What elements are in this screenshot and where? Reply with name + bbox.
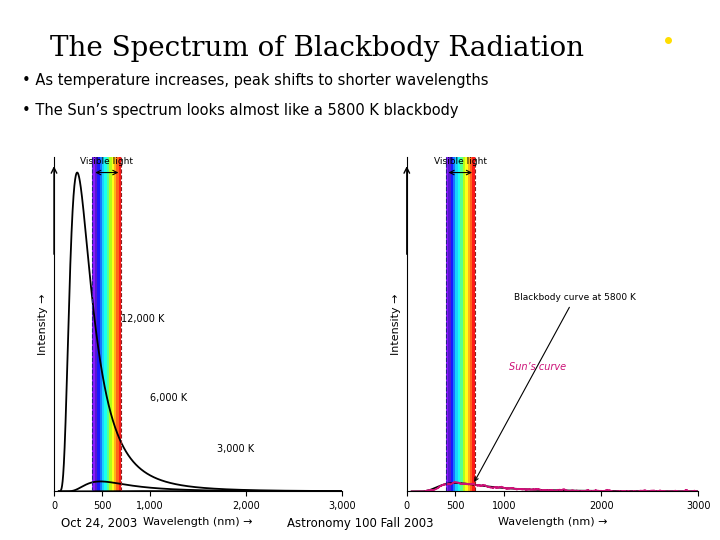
Y-axis label: Intensity →: Intensity → (391, 293, 401, 355)
Bar (112, 157, 114, 491)
X-axis label: Wavelength (nm) →: Wavelength (nm) → (143, 517, 253, 526)
Y-axis label: Intensity →: Intensity → (38, 293, 48, 355)
Text: Visible light: Visible light (81, 157, 133, 166)
Bar (467, 157, 470, 491)
X-axis label: Wavelength (nm) →: Wavelength (nm) → (498, 517, 608, 526)
Bar (463, 157, 465, 491)
Bar (662, 49, 673, 68)
Text: Oct 24, 2003: Oct 24, 2003 (61, 516, 138, 530)
Bar (448, 157, 451, 491)
Bar (109, 157, 112, 491)
Bar (95, 157, 97, 491)
Bar (470, 157, 472, 491)
Text: 3,000 K: 3,000 K (217, 443, 254, 454)
Bar (455, 157, 458, 491)
Bar (460, 157, 463, 491)
Bar (453, 157, 455, 491)
Bar (97, 157, 99, 491)
Bar (458, 157, 460, 491)
Bar (117, 157, 119, 491)
Text: Visible light: Visible light (433, 157, 487, 166)
Bar (472, 157, 475, 491)
Bar (107, 157, 109, 491)
Bar (92, 157, 95, 491)
Text: 6,000 K: 6,000 K (150, 393, 187, 402)
Text: The Spectrum of Blackbody Radiation: The Spectrum of Blackbody Radiation (50, 35, 584, 62)
Bar (446, 157, 448, 491)
Bar (114, 157, 117, 491)
Bar (102, 157, 104, 491)
Bar (104, 157, 107, 491)
Text: 12,000 K: 12,000 K (121, 314, 165, 325)
Bar (465, 157, 467, 491)
Text: Blackbody curve at 5800 K: Blackbody curve at 5800 K (474, 293, 636, 481)
Text: • The Sun’s spectrum looks almost like a 5800 K blackbody: • The Sun’s spectrum looks almost like a… (22, 103, 458, 118)
Bar (119, 157, 121, 491)
Text: Astronomy 100 Fall 2003: Astronomy 100 Fall 2003 (287, 516, 433, 530)
Bar (451, 157, 453, 491)
Text: Sun’s curve: Sun’s curve (509, 362, 566, 372)
Text: • As temperature increases, peak shifts to shorter wavelengths: • As temperature increases, peak shifts … (22, 73, 488, 88)
Bar (99, 157, 102, 491)
